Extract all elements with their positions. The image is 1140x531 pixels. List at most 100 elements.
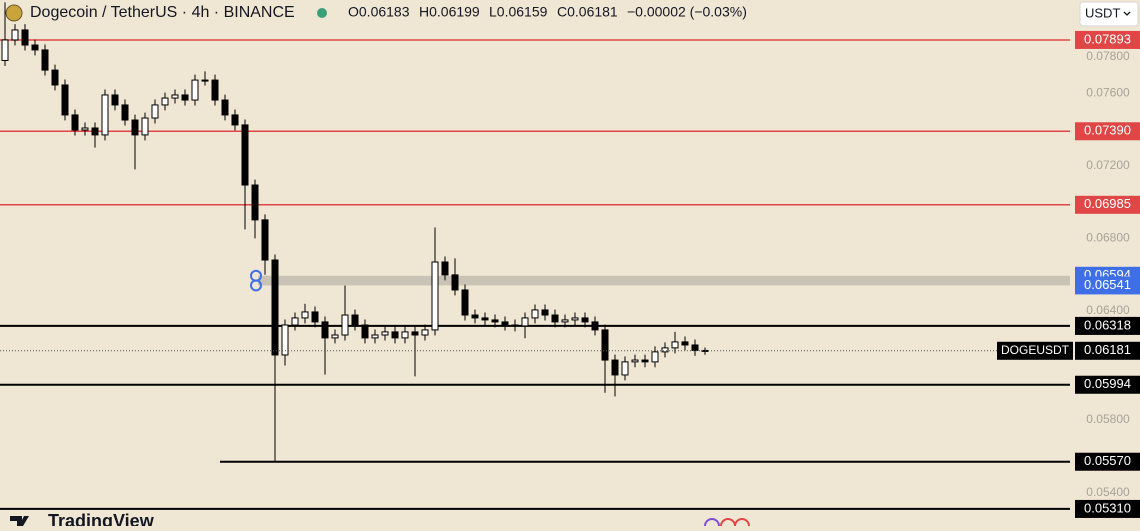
candle-body [221, 99, 229, 116]
candle-body [371, 334, 379, 339]
candle-body [471, 314, 479, 319]
level-label: 0.06318 [1084, 317, 1131, 332]
brand-name: TradingView [48, 511, 155, 526]
y-tick-label: 0.05400 [1086, 485, 1130, 499]
level-label-box [1075, 375, 1140, 394]
candle-body [361, 324, 369, 339]
level-label: 0.07390 [1084, 123, 1131, 138]
candle-body [211, 79, 219, 101]
status-dot [317, 8, 327, 18]
y-tick-label: 0.06800 [1086, 231, 1130, 245]
plot-area [0, 2, 1070, 510]
price-axis: 0.05400 0.05800 0.06400 0.06800 0.07200 0.076… [997, 30, 1140, 518]
candle-body [281, 324, 289, 356]
candle-body [541, 309, 549, 316]
level-label: 0.05994 [1084, 376, 1131, 391]
candle-body [61, 84, 69, 116]
candle-body [241, 124, 249, 186]
candle-body [201, 79, 209, 82]
level-label: 0.05310 [1084, 500, 1131, 515]
ohlc-change: −0.00002 (−0.03%) [627, 4, 747, 20]
candle-body [101, 94, 109, 136]
brand-logo [10, 516, 29, 526]
candle-body [21, 29, 29, 46]
zone-label: 0.06541 [1084, 277, 1131, 292]
candle-body [651, 351, 659, 363]
candle-body [501, 321, 509, 326]
candle-body [31, 44, 39, 51]
candle-body [261, 219, 269, 261]
candle-body [461, 289, 469, 316]
candle-body [531, 309, 539, 319]
level-label: 0.06985 [1084, 196, 1131, 211]
level-label-box [1075, 316, 1140, 335]
current-price-box [1075, 341, 1140, 360]
level-label-box [1075, 452, 1140, 471]
level-label: 0.05570 [1084, 453, 1131, 468]
candle-body [511, 324, 519, 327]
candle-body [691, 344, 699, 351]
candle-body [351, 314, 359, 326]
candle-body [161, 97, 169, 106]
candle-body [611, 359, 619, 376]
symbol-label: DOGEUSDT [1001, 343, 1070, 357]
candle-body [451, 274, 459, 291]
y-tick-label: 0.06400 [1086, 303, 1130, 317]
candle-body [11, 29, 19, 41]
candle-body [331, 334, 339, 339]
candle-body [581, 317, 589, 323]
candle-body [141, 117, 149, 136]
candle-body [71, 114, 79, 131]
ohlc-low: L0.06159 [489, 4, 548, 20]
level-label-box [1075, 122, 1140, 141]
candle-body [631, 359, 639, 363]
level-label-box [1075, 499, 1140, 518]
candle-body [551, 314, 559, 323]
candle-body [431, 261, 439, 331]
candle-body [591, 321, 599, 331]
ohlc-high: H0.06199 [419, 4, 480, 20]
currency-button[interactable]: USDT [1079, 1, 1139, 27]
candle-body [231, 114, 239, 126]
y-tick-label: 0.07600 [1086, 85, 1130, 99]
candle-body [401, 331, 409, 339]
candle-body [121, 104, 129, 121]
level-label-box [1075, 195, 1140, 214]
candle-body [91, 127, 99, 136]
y-tick-label: 0.07200 [1086, 158, 1130, 172]
ohlc-close: C0.06181 [557, 4, 618, 20]
candle-body [181, 94, 189, 101]
candle-body [191, 79, 199, 101]
currency-button-box[interactable] [1079, 1, 1139, 27]
candle-body [151, 104, 159, 119]
current-price-label: 0.06181 [1084, 342, 1131, 357]
dropdown-arrow[interactable] [1123, 11, 1131, 16]
candle-body [421, 329, 429, 336]
candle-body [671, 341, 679, 349]
ohlc-open: O0.06183 [348, 4, 410, 20]
candle-body [621, 361, 629, 376]
symbol-logo [5, 4, 23, 22]
symbol-label-box [997, 341, 1073, 360]
zone-handle [250, 279, 262, 292]
candle-body [251, 184, 259, 221]
candle-body [301, 311, 309, 319]
currency-label[interactable]: USDT [1085, 5, 1120, 20]
zone-label-box [1075, 276, 1140, 295]
candle-body [171, 94, 179, 99]
candle-body [51, 69, 59, 86]
candle-body [601, 329, 609, 361]
candle-body [1, 39, 9, 61]
candle-body [481, 317, 489, 321]
candle-body [411, 331, 419, 336]
candle-body [641, 359, 649, 363]
candle-body [561, 319, 569, 323]
candle-body [311, 311, 319, 323]
candle-body [491, 319, 499, 323]
candle-body [381, 331, 389, 336]
candle-body [661, 347, 669, 353]
header: Dogecoin / TetherUS · 4h · BINANCE O0.06… [5, 4, 747, 22]
